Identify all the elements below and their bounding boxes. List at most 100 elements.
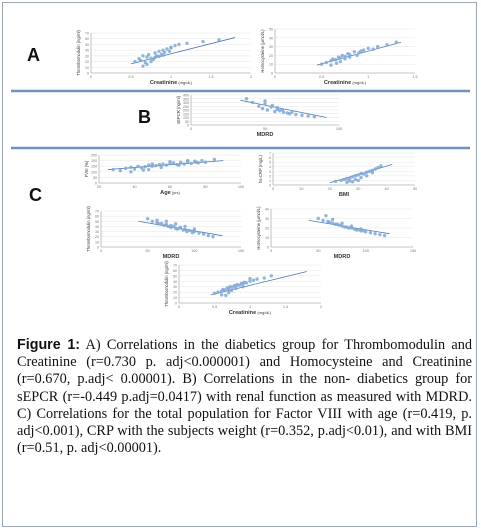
chart-5-data-point: [365, 174, 369, 178]
chart-6-data-point: [157, 222, 161, 226]
chart-4-data-point: [147, 163, 151, 167]
chart-2-data-point: [343, 57, 347, 61]
chart-4-data-point: [178, 160, 183, 164]
chart-1-data-point: [157, 54, 161, 59]
chart-8-x-tick-label: 0: [178, 305, 180, 309]
chart-1-y-axis-label: Thrombomodulin (ng/ml): [76, 30, 81, 76]
chart-6-data-point: [169, 223, 173, 228]
chart-8-data-point: [227, 290, 231, 295]
chart-7-x-axis-label: MDRD: [334, 254, 351, 260]
chart-1-y-tick-label: 0: [87, 72, 89, 76]
chart-7-data-point: [340, 221, 344, 225]
caption-text: A) Correlations in the diabetics group f…: [17, 337, 472, 457]
chart-2-data-point: [361, 48, 366, 52]
chart-1-data-point: [149, 59, 153, 64]
chart-6-data-point: [211, 235, 215, 239]
chart-5-data-point: [370, 170, 375, 175]
chart-1-data-point: [153, 55, 157, 60]
chart-6-data-point: [206, 233, 211, 238]
chart-3-data-point: [263, 102, 267, 106]
chart-7-data-point: [378, 232, 382, 237]
chart-7-data-point: [368, 231, 373, 235]
chart-6-y-tick-label: 70: [95, 210, 99, 214]
chart-3-y-tick-label: 100: [183, 116, 189, 120]
chart-3-data-point: [265, 108, 270, 112]
chart-7-data-point: [330, 221, 335, 225]
chart-1-data-point: [173, 43, 177, 48]
chart-5-data-point: [347, 176, 352, 180]
figure-frame: 0 10 20 30 40 50 60 70 0 0.5 1 1.5 2 Thrombomodulin (…: [2, 2, 477, 527]
chart-5-data-point: [333, 179, 338, 184]
chart-5-x-tick-label: 30: [356, 187, 360, 191]
chart-1-data-point: [157, 49, 161, 53]
chart-3-data-point: [273, 109, 277, 114]
chart-3-x-tick-label: 50: [263, 127, 267, 131]
chart-2-data-point: [371, 47, 375, 51]
chart-3-data-point: [244, 97, 249, 101]
chart-8-data-point: [223, 288, 227, 292]
chart-5-x-tick-label: 10: [299, 187, 303, 191]
chart-4-data-point: [159, 165, 163, 170]
chart-4-y-tick-label: 150: [91, 165, 97, 169]
chart-1-y-tick-label: 50: [85, 43, 89, 47]
chart-6-x-axis-label: MDRD: [163, 254, 180, 260]
chart-8-trendline: [210, 271, 307, 296]
chart-5-data-point: [353, 174, 358, 178]
chart-5-data-point: [353, 177, 358, 182]
chart-2-data-point: [324, 60, 329, 65]
chart-8-x-axis-label: Creatinine (mg/dL): [229, 310, 272, 316]
chart-4-data-point: [194, 160, 199, 164]
chart-3-x-axis-label: MDRD: [257, 132, 274, 138]
chart-6-x-tick-label: 150: [238, 249, 244, 253]
chart-2-data-point: [394, 40, 399, 44]
chart-7-y-axis-label: Homocysteine (μmol/L): [256, 206, 261, 250]
chart-2-data-point: [355, 53, 359, 58]
chart-8-data-point: [262, 276, 266, 280]
chart-4-y-tick-label: 100: [91, 170, 97, 174]
chart-7-y-tick-label: 40: [265, 208, 269, 212]
chart-4-x-tick-label: 60: [168, 185, 172, 189]
chart-4-data-point: [123, 166, 128, 171]
chart-5-y-tick-label: 7: [269, 152, 271, 156]
chart-3-x-tick-label: 0: [190, 127, 192, 131]
caption-label: Figure 1:: [17, 337, 81, 353]
chart-4-y-tick-label: 50: [93, 176, 97, 180]
chart-7-x-tick-label: 0: [270, 249, 272, 253]
chart-7-data-point: [321, 218, 325, 223]
chart-1-data-point: [153, 51, 157, 55]
chart-1-data-point: [161, 53, 165, 57]
chart-1-data-point: [169, 46, 173, 50]
chart-8-y-tick-label: 70: [173, 264, 177, 268]
chart-1-data-point: [162, 50, 167, 55]
chart-2-x-tick-label: 1: [367, 75, 369, 79]
chart-8-data-point: [224, 293, 228, 298]
chart-4-data-point: [111, 167, 115, 172]
chart-5-data-point: [359, 175, 363, 180]
chart-6-data-point: [192, 227, 197, 231]
chart-3-data-point: [275, 106, 280, 110]
chart-8-y-tick-label: 10: [173, 296, 177, 300]
chart-1-data-point: [145, 62, 149, 67]
chart-6-x-tick-label: 100: [191, 249, 197, 253]
chart-1-y-tick-label: 20: [85, 60, 89, 64]
chart-2-data-point: [385, 43, 389, 47]
chart-2-data-point: [359, 49, 363, 53]
panel-c-letter: C: [29, 185, 42, 205]
chart-6-y-tick-label: 30: [95, 230, 99, 234]
chart-5-x-tick-label: 0: [272, 187, 274, 191]
chart-4-x-tick-label: 20: [97, 185, 101, 189]
chart-4-data-point: [212, 157, 217, 162]
chart-7-data-point: [363, 230, 368, 234]
chart-1-data-point: [201, 39, 205, 44]
chart-5-data-point: [350, 180, 355, 184]
chart-4-data-point: [118, 168, 123, 173]
chart-4-y-tick-label: 0: [95, 182, 97, 186]
chart-4-y-tick-label: 250: [91, 154, 97, 158]
chart-3-data-point: [270, 103, 275, 108]
chart-1-x-tick-label: 1: [170, 75, 172, 79]
chart-1-x-tick-label: 0.5: [128, 75, 133, 79]
chart-5-data-point: [365, 170, 369, 174]
chart-3-data-point: [280, 107, 284, 112]
panel-b-letter: B: [138, 107, 151, 127]
chart-4-data-point: [177, 163, 181, 167]
